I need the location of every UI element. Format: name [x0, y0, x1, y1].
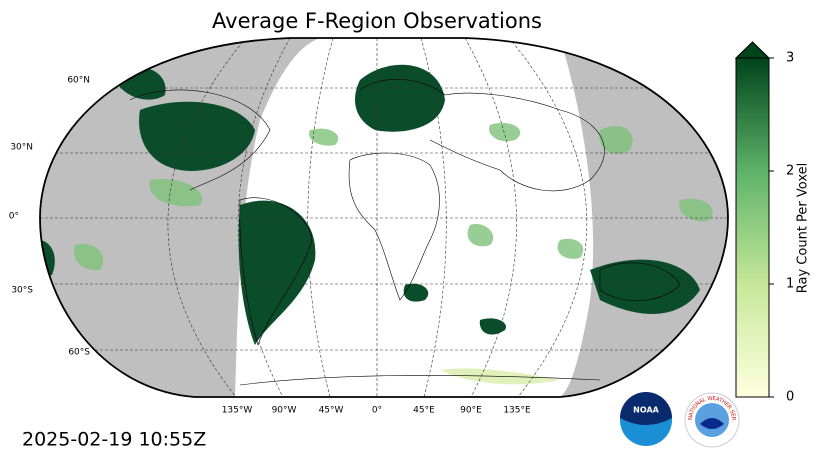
colorbar-tick-label: 1 — [786, 277, 794, 292]
map-outline — [39, 37, 729, 398]
colorbar-tick-label: 3 — [786, 51, 794, 66]
map-body — [40, 38, 728, 397]
lon-label: 45°E — [413, 406, 435, 416]
colorbar-tick-label: 0 — [786, 390, 794, 405]
ray-density — [40, 64, 700, 345]
lat-label: 60°N — [67, 76, 90, 86]
lon-labels: 135°W 90°W 45°W 0° 45°E 90°E 135°E — [222, 406, 531, 416]
lon-label: 135°E — [503, 406, 531, 416]
title: Average F-Region Observations — [212, 9, 542, 33]
lat-label: 30°S — [11, 286, 33, 296]
colorbar: Ray Count Per Voxel 0 1 2 3 — [734, 41, 811, 405]
lon-label: 90°W — [272, 406, 297, 416]
colorbar-extend — [734, 41, 771, 59]
timestamp: 2025-02-19 10:55Z — [22, 429, 206, 451]
colorbar-label: Ray Count Per Voxel — [796, 163, 811, 293]
graticule — [40, 38, 728, 397]
colorbar-scale — [735, 57, 770, 398]
lon-label: 0° — [372, 406, 382, 416]
coastlines — [129, 79, 681, 386]
noaa-logo: NOAA — [620, 392, 672, 446]
lat-label: 0° — [9, 212, 19, 222]
noaa-text: NOAA — [633, 406, 659, 415]
lat-labels: 60°N 30°N 0° 30°S 60°S — [9, 76, 91, 358]
lon-label: 45°W — [319, 406, 344, 416]
colorbar-tick-label: 2 — [786, 164, 794, 179]
lat-label: 60°S — [68, 348, 90, 358]
lon-label: 90°E — [460, 406, 482, 416]
lon-label: 135°W — [222, 406, 253, 416]
lat-label: 30°N — [10, 143, 33, 153]
